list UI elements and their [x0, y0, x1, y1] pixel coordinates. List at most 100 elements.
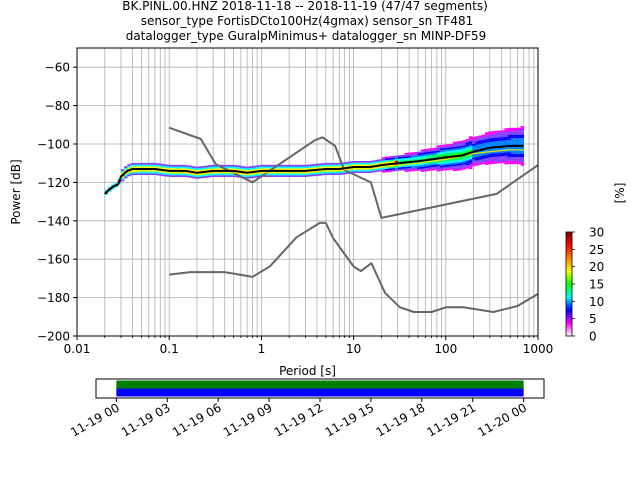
- heatmap-cell: [410, 154, 415, 156]
- heatmap-cell: [372, 160, 376, 163]
- heatmap-cell: [414, 153, 418, 156]
- heatmap-cell: [375, 163, 379, 165]
- y-tick-label: −140: [37, 214, 70, 228]
- heatmap-cell: [162, 171, 167, 173]
- heatmap-cell: [507, 129, 512, 132]
- heatmap-cell: [475, 156, 479, 159]
- heatmap-cell: [220, 175, 225, 177]
- heatmap-cell: [320, 164, 325, 167]
- heatmap-cell: [240, 174, 244, 177]
- heatmap-cell: [456, 143, 460, 145]
- y-axis-label: Power [dB]: [9, 159, 23, 224]
- heatmap-cell: [385, 156, 389, 159]
- timeline-tick-label: 11-19 12: [272, 400, 326, 439]
- heatmap-cell: [494, 137, 499, 140]
- heatmap-cell: [198, 176, 202, 179]
- heatmap-cell: [327, 166, 331, 169]
- heatmap-cell: [433, 156, 438, 159]
- heatmap-cell: [462, 147, 467, 149]
- heatmap-cell: [517, 139, 521, 142]
- heatmap-cell: [401, 168, 405, 171]
- heatmap-cell: [501, 138, 505, 141]
- heatmap-cell: [185, 166, 189, 169]
- heatmap-cell: [485, 154, 489, 157]
- heatmap-cell: [452, 167, 457, 170]
- heatmap-cell: [217, 168, 222, 171]
- heatmap-cell: [246, 176, 251, 179]
- heatmap-cell: [446, 151, 450, 153]
- heatmap-cell: [430, 163, 434, 166]
- heatmap-cell: [169, 168, 173, 171]
- heatmap-cell: [333, 171, 338, 174]
- heatmap-cell: [194, 177, 199, 179]
- y-tick-label: −60: [45, 61, 70, 75]
- heatmap-cell: [275, 173, 280, 176]
- y-tick-label: −100: [37, 138, 70, 152]
- heatmap-cell: [227, 168, 231, 171]
- heatmap-cell: [507, 139, 512, 142]
- heatmap-cell: [433, 161, 438, 164]
- heatmap-cell: [378, 162, 383, 165]
- heatmap-cell: [462, 160, 467, 163]
- heatmap-cell: [472, 164, 476, 167]
- heatmap-cell: [372, 163, 376, 166]
- heatmap-cell: [369, 162, 373, 165]
- heatmap-cell: [481, 143, 486, 146]
- heatmap-cell: [430, 156, 434, 159]
- heatmap-cell: [194, 168, 199, 171]
- heatmap-cell: [223, 164, 228, 167]
- heatmap-cell: [320, 171, 325, 174]
- heatmap-cell: [262, 166, 267, 169]
- heatmap-cell: [120, 177, 125, 180]
- heatmap-cell: [456, 167, 460, 169]
- heatmap-cell: [494, 148, 499, 150]
- heatmap-cell: [417, 151, 421, 154]
- heatmap-cell: [414, 157, 418, 159]
- heatmap-cell: [165, 166, 170, 169]
- main-axes: 0.01 0.1 1 10 100 1000 −60 −80 −100 −120 −140 −160 −…: [9, 47, 553, 378]
- heatmap-cell: [356, 162, 360, 165]
- heatmap-cell: [278, 168, 283, 171]
- heatmap-cell: [430, 165, 434, 168]
- heatmap-cell: [462, 157, 467, 160]
- heatmap-cell: [136, 166, 141, 169]
- heatmap-cell: [439, 160, 444, 163]
- heatmap-cell: [349, 169, 354, 172]
- heatmap-cell: [301, 168, 305, 171]
- heatmap-cell: [414, 167, 418, 170]
- heatmap-cell: [398, 165, 402, 168]
- heatmap-cell: [159, 163, 164, 166]
- heatmap-cell: [501, 135, 505, 138]
- heatmap-cell: [475, 143, 479, 145]
- heatmap-cell: [417, 158, 421, 161]
- heatmap-cell: [165, 174, 170, 177]
- heatmap-cell: [404, 166, 408, 169]
- heatmap-cell: [488, 152, 492, 154]
- heatmap-cell: [381, 170, 386, 173]
- heatmap-cell: [369, 171, 373, 173]
- heatmap-cell: [465, 145, 470, 148]
- heatmap-cell: [352, 164, 357, 167]
- heatmap-cell: [443, 144, 447, 147]
- heatmap-cell: [446, 144, 450, 146]
- heatmap-cell: [185, 175, 189, 178]
- heatmap-cell: [497, 159, 502, 162]
- x-axis-label: Period [s]: [279, 364, 336, 378]
- heatmap-cell: [427, 162, 431, 165]
- heatmap-cell: [504, 140, 508, 142]
- heatmap-cell: [404, 158, 408, 160]
- heatmap-cell: [204, 176, 209, 178]
- heatmap-cell: [165, 164, 170, 167]
- heatmap-cell: [127, 174, 131, 177]
- heatmap-cell: [456, 168, 460, 171]
- heatmap-cell: [430, 168, 434, 171]
- heatmap-cell: [443, 165, 447, 168]
- heatmap-cell: [478, 137, 483, 139]
- heatmap-cell: [462, 150, 467, 153]
- heatmap-cell: [398, 155, 402, 157]
- heatmap-cell: [182, 164, 186, 167]
- heatmap-cell: [156, 173, 160, 176]
- heatmap-cell: [465, 156, 470, 159]
- heatmap-cell: [514, 132, 518, 135]
- heatmap-cell: [423, 168, 428, 170]
